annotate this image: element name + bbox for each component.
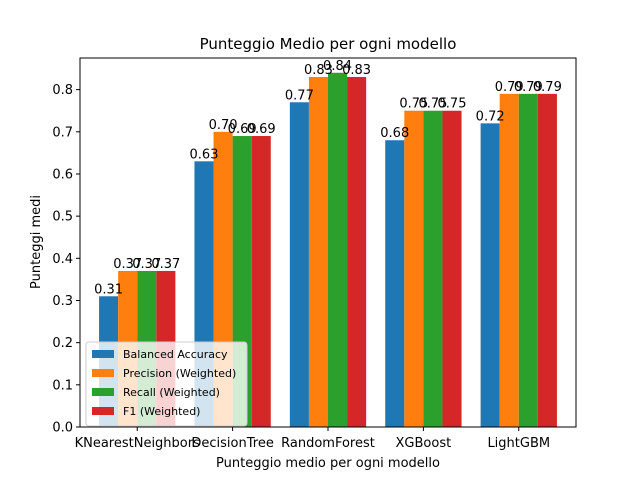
bar-value-label: 0.79 <box>495 80 524 95</box>
x-tick-label: RandomForest <box>281 436 375 451</box>
y-tick-label: 0.3 <box>52 294 73 309</box>
bar <box>480 123 500 427</box>
y-tick-label: 0.7 <box>52 125 73 140</box>
x-tick-label: XGBoost <box>396 436 452 451</box>
bar-value-label: 0.84 <box>323 59 352 74</box>
bar <box>289 102 309 427</box>
bar <box>328 72 348 427</box>
bar-value-label: 0.75 <box>399 97 428 112</box>
legend-frame <box>85 341 248 427</box>
x-axis-title: Punteggio medio per ogni modello <box>216 456 440 471</box>
bar-value-label: 0.63 <box>190 147 219 162</box>
legend-swatch <box>92 369 114 377</box>
x-tick-label: DecisionTree <box>191 436 273 451</box>
bar-value-label: 0.70 <box>209 118 238 133</box>
bar <box>385 140 405 427</box>
y-tick-label: 0.2 <box>52 336 73 351</box>
bar <box>499 93 519 428</box>
bar <box>308 76 328 427</box>
bar-value-label: 0.72 <box>476 109 505 124</box>
bar-value-label: 0.75 <box>438 97 467 112</box>
y-tick-label: 0.5 <box>52 210 73 225</box>
chart-title: Punteggio Medio per ogni modello <box>200 35 457 53</box>
x-tick-label: LightGBM <box>487 436 550 451</box>
x-tick-label: KNearestNeighbors <box>75 436 201 451</box>
legend-swatch <box>92 350 114 358</box>
bar-value-label: 0.79 <box>533 80 562 95</box>
bar-value-label: 0.37 <box>151 257 180 272</box>
bar-value-label: 0.77 <box>285 88 314 103</box>
y-tick-label: 0.0 <box>52 421 73 436</box>
bar <box>404 110 424 427</box>
bar-value-label: 0.68 <box>380 126 409 141</box>
y-tick-label: 0.8 <box>52 83 73 98</box>
bar <box>347 76 367 427</box>
bar <box>537 93 557 428</box>
legend-swatch <box>92 407 114 415</box>
bar-value-label: 0.37 <box>113 257 142 272</box>
bar-value-label: 0.69 <box>228 122 257 137</box>
legend-label: Precision (Weighted) <box>123 367 236 380</box>
bar <box>518 93 538 428</box>
bar-value-label: 0.37 <box>132 257 161 272</box>
data-labels-layer: 0.310.370.370.370.630.700.690.690.770.83… <box>94 59 562 298</box>
bar <box>442 110 462 427</box>
legend-swatch <box>92 388 114 396</box>
bar-value-label: 0.31 <box>94 282 123 297</box>
bar-value-label: 0.69 <box>247 122 276 137</box>
y-tick-label: 0.4 <box>52 252 73 267</box>
bar-value-label: 0.83 <box>304 63 333 78</box>
legend: Balanced Accuracy Precision (Weighted) Rec… <box>85 341 248 427</box>
legend-label: F1 (Weighted) <box>123 405 200 418</box>
bar-value-label: 0.79 <box>514 80 543 95</box>
bar <box>251 136 271 427</box>
y-tick-label: 0.1 <box>52 378 73 393</box>
legend-label: Balanced Accuracy <box>123 348 228 361</box>
y-axis: 0.0 0.1 0.2 0.3 0.4 0.5 0.6 0.7 0.8 <box>52 83 80 436</box>
bar-value-label: 0.75 <box>418 97 447 112</box>
bar <box>423 110 443 427</box>
bar-value-label: 0.83 <box>342 63 371 78</box>
y-axis-title: Punteggi medi <box>29 195 44 289</box>
y-tick-label: 0.6 <box>52 167 73 182</box>
legend-label: Recall (Weighted) <box>123 386 220 399</box>
